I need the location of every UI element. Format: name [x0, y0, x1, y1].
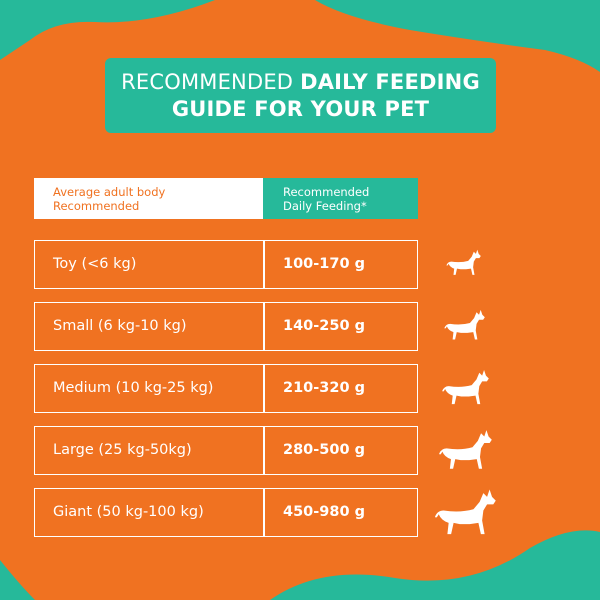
row-amount: 210-320 g [283, 380, 365, 396]
row-divider [263, 489, 265, 536]
row-amount: 450-980 g [283, 504, 365, 520]
dog-toy-icon [446, 249, 481, 275]
table-row-large: Large (25 kg-50kg) 280-500 g [34, 426, 418, 475]
table-header-daily-feeding: Recommended Daily Feeding* [263, 178, 418, 219]
header-right-line-1: Recommended [283, 185, 370, 199]
table-row-small: Small (6 kg-10 kg) 140-250 g [34, 302, 418, 351]
table-header-body-weight: Average adult body Recommended [34, 178, 263, 219]
title-banner: RECOMMENDED DAILY FEEDING GUIDE FOR YOUR… [105, 58, 496, 133]
row-amount: 140-250 g [283, 318, 365, 334]
title-light-text: RECOMMENDED [121, 70, 294, 94]
row-divider [263, 241, 265, 288]
row-amount: 100-170 g [283, 256, 365, 272]
row-amount: 280-500 g [283, 442, 365, 458]
row-divider [263, 303, 265, 350]
row-size-label: Small (6 kg-10 kg) [53, 318, 187, 334]
table-row-medium: Medium (10 kg-25 kg) 210-320 g [34, 364, 418, 413]
title-line-1: RECOMMENDED DAILY FEEDING [105, 69, 496, 96]
table-row-giant: Giant (50 kg-100 kg) 450-980 g [34, 488, 418, 537]
row-size-label: Large (25 kg-50kg) [53, 442, 192, 458]
dog-giant-icon [435, 489, 496, 535]
title-line-2: GUIDE FOR YOUR PET [171, 97, 430, 121]
title-bold-text-1: DAILY FEEDING [300, 70, 480, 94]
header-left-line-2: Recommended [53, 199, 140, 213]
row-size-label: Giant (50 kg-100 kg) [53, 504, 204, 520]
header-left-line-1: Average adult body [53, 185, 166, 199]
dog-medium-icon [442, 369, 489, 405]
row-size-label: Medium (10 kg-25 kg) [53, 380, 214, 396]
row-divider [263, 427, 265, 474]
table-row-toy: Toy (<6 kg) 100-170 g [34, 240, 418, 289]
dog-small-icon [444, 309, 485, 340]
row-divider [263, 365, 265, 412]
row-size-label: Toy (<6 kg) [53, 256, 137, 272]
dog-large-icon [439, 430, 492, 469]
header-right-line-2: Daily Feeding* [283, 199, 367, 213]
